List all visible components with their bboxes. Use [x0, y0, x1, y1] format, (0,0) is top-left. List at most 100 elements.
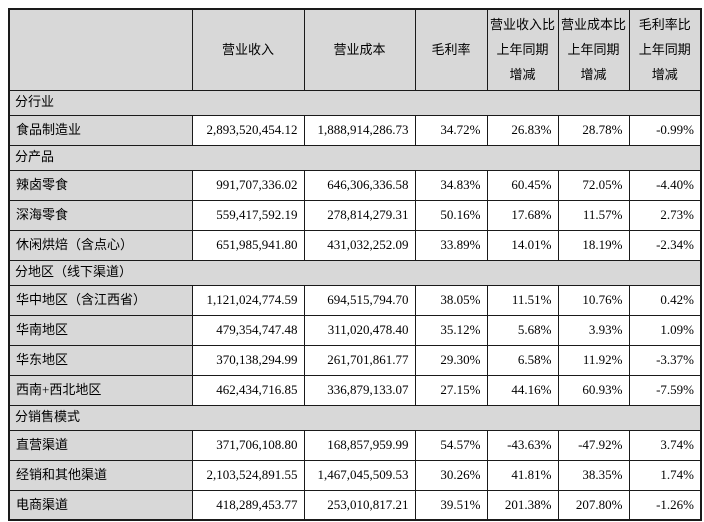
margin-yoy-cell: -7.59% [628, 374, 702, 406]
table-row-south-china: 华南地区 479,354,747.48 311,020,478.40 35.12… [8, 314, 702, 346]
revenue-yoy-cell: -43.63% [486, 429, 559, 461]
revenue-cell: 1,121,024,774.59 [191, 284, 305, 316]
margin-yoy-cell: -2.34% [628, 229, 702, 261]
row-label: 华南地区 [8, 314, 193, 346]
table-row-ecommerce-channel: 电商渠道 418,289,453.77 253,010,817.21 39.51… [8, 489, 702, 521]
section-row-by-sales-model: 分销售模式 [8, 404, 702, 431]
cost-yoy-cell: 72.05% [557, 169, 630, 201]
cost-cell: 1,467,045,509.53 [303, 459, 416, 491]
cost-yoy-cell: 38.35% [557, 459, 630, 491]
revenue-yoy-cell: 41.81% [486, 459, 559, 491]
section-label: 分产品 [8, 144, 702, 171]
header-gross-margin: 毛利率 [414, 8, 488, 91]
row-label: 华东地区 [8, 344, 193, 376]
margin-yoy-cell: 3.74% [628, 429, 702, 461]
cost-yoy-cell: 3.93% [557, 314, 630, 346]
revenue-cell: 462,434,716.85 [191, 374, 305, 406]
section-row-by-product: 分产品 [8, 144, 702, 171]
margin-cell: 34.83% [414, 169, 488, 201]
revenue-cell: 559,417,592.19 [191, 199, 305, 231]
margin-cell: 39.51% [414, 489, 488, 521]
revenue-yoy-cell: 5.68% [486, 314, 559, 346]
header-revenue: 营业收入 [191, 8, 305, 91]
cost-yoy-cell: -47.92% [557, 429, 630, 461]
revenue-yoy-cell: 17.68% [486, 199, 559, 231]
cost-cell: 311,020,478.40 [303, 314, 416, 346]
cost-cell: 431,032,252.09 [303, 229, 416, 261]
row-label: 食品制造业 [8, 114, 193, 146]
margin-yoy-cell: 1.74% [628, 459, 702, 491]
margin-cell: 29.30% [414, 344, 488, 376]
margin-yoy-cell: -3.37% [628, 344, 702, 376]
row-label: 辣卤零食 [8, 169, 193, 201]
margin-yoy-cell: -4.40% [628, 169, 702, 201]
margin-yoy-cell: -0.99% [628, 114, 702, 146]
revenue-cell: 370,138,294.99 [191, 344, 305, 376]
cost-cell: 1,888,914,286.73 [303, 114, 416, 146]
margin-yoy-cell: 0.42% [628, 284, 702, 316]
row-label: 休闲烘焙（含点心） [8, 229, 193, 261]
cost-yoy-cell: 18.19% [557, 229, 630, 261]
cost-cell: 336,879,133.07 [303, 374, 416, 406]
table-row-southwest-northwest: 西南+西北地区 462,434,716.85 336,879,133.07 27… [8, 374, 702, 406]
cost-cell: 261,701,861.77 [303, 344, 416, 376]
revenue-yoy-cell: 60.45% [486, 169, 559, 201]
row-label: 经销和其他渠道 [8, 459, 193, 491]
revenue-cell: 479,354,747.48 [191, 314, 305, 346]
table-row-central-china: 华中地区（含江西省） 1,121,024,774.59 694,515,794.… [8, 284, 702, 316]
margin-cell: 33.89% [414, 229, 488, 261]
cost-yoy-cell: 28.78% [557, 114, 630, 146]
row-label: 电商渠道 [8, 489, 193, 521]
margin-cell: 50.16% [414, 199, 488, 231]
table-row-distribution-other-channel: 经销和其他渠道 2,103,524,891.55 1,467,045,509.5… [8, 459, 702, 491]
margin-yoy-cell: 1.09% [628, 314, 702, 346]
cost-yoy-cell: 11.92% [557, 344, 630, 376]
header-revenue-yoy: 营业收入比 上年同期 增减 [486, 8, 559, 91]
cost-yoy-cell: 11.57% [557, 199, 630, 231]
margin-cell: 54.57% [414, 429, 488, 461]
section-label: 分行业 [8, 89, 702, 116]
revenue-yoy-cell: 6.58% [486, 344, 559, 376]
cost-yoy-cell: 10.76% [557, 284, 630, 316]
cost-cell: 694,515,794.70 [303, 284, 416, 316]
cost-cell: 646,306,336.58 [303, 169, 416, 201]
section-row-by-region: 分地区（线下渠道） [8, 259, 702, 286]
margin-yoy-cell: -1.26% [628, 489, 702, 521]
revenue-cell: 371,706,108.80 [191, 429, 305, 461]
section-label: 分地区（线下渠道） [8, 259, 702, 286]
revenue-cell: 991,707,336.02 [191, 169, 305, 201]
financial-breakdown-table: 营业收入 营业成本 毛利率 营业收入比 上年同期 增减 营业成本比 上年同期 增… [8, 8, 702, 521]
revenue-yoy-cell: 11.51% [486, 284, 559, 316]
row-label: 西南+西北地区 [8, 374, 193, 406]
section-label: 分销售模式 [8, 404, 702, 431]
margin-cell: 35.12% [414, 314, 488, 346]
revenue-cell: 651,985,941.80 [191, 229, 305, 261]
section-row-by-industry: 分行业 [8, 89, 702, 116]
revenue-yoy-cell: 201.38% [486, 489, 559, 521]
row-label: 深海零食 [8, 199, 193, 231]
table-row-spicy-snacks: 辣卤零食 991,707,336.02 646,306,336.58 34.83… [8, 169, 702, 201]
table-row-east-china: 华东地区 370,138,294.99 261,701,861.77 29.30… [8, 344, 702, 376]
row-label: 直营渠道 [8, 429, 193, 461]
table-row-seafood-snacks: 深海零食 559,417,592.19 278,814,279.31 50.16… [8, 199, 702, 231]
table-header-row: 营业收入 营业成本 毛利率 营业收入比 上年同期 增减 营业成本比 上年同期 增… [8, 8, 702, 91]
cost-yoy-cell: 207.80% [557, 489, 630, 521]
header-cost: 营业成本 [303, 8, 416, 91]
table-row-direct-channel: 直营渠道 371,706,108.80 168,857,959.99 54.57… [8, 429, 702, 461]
header-corner-cell [8, 8, 193, 91]
revenue-yoy-cell: 14.01% [486, 229, 559, 261]
table-row-food-manufacturing: 食品制造业 2,893,520,454.12 1,888,914,286.73 … [8, 114, 702, 146]
cost-cell: 253,010,817.21 [303, 489, 416, 521]
margin-cell: 27.15% [414, 374, 488, 406]
header-cost-yoy: 营业成本比 上年同期 增减 [557, 8, 630, 91]
margin-cell: 34.72% [414, 114, 488, 146]
margin-yoy-cell: 2.73% [628, 199, 702, 231]
margin-cell: 38.05% [414, 284, 488, 316]
revenue-cell: 418,289,453.77 [191, 489, 305, 521]
cost-cell: 168,857,959.99 [303, 429, 416, 461]
cost-yoy-cell: 60.93% [557, 374, 630, 406]
revenue-yoy-cell: 26.83% [486, 114, 559, 146]
row-label: 华中地区（含江西省） [8, 284, 193, 316]
revenue-yoy-cell: 44.16% [486, 374, 559, 406]
